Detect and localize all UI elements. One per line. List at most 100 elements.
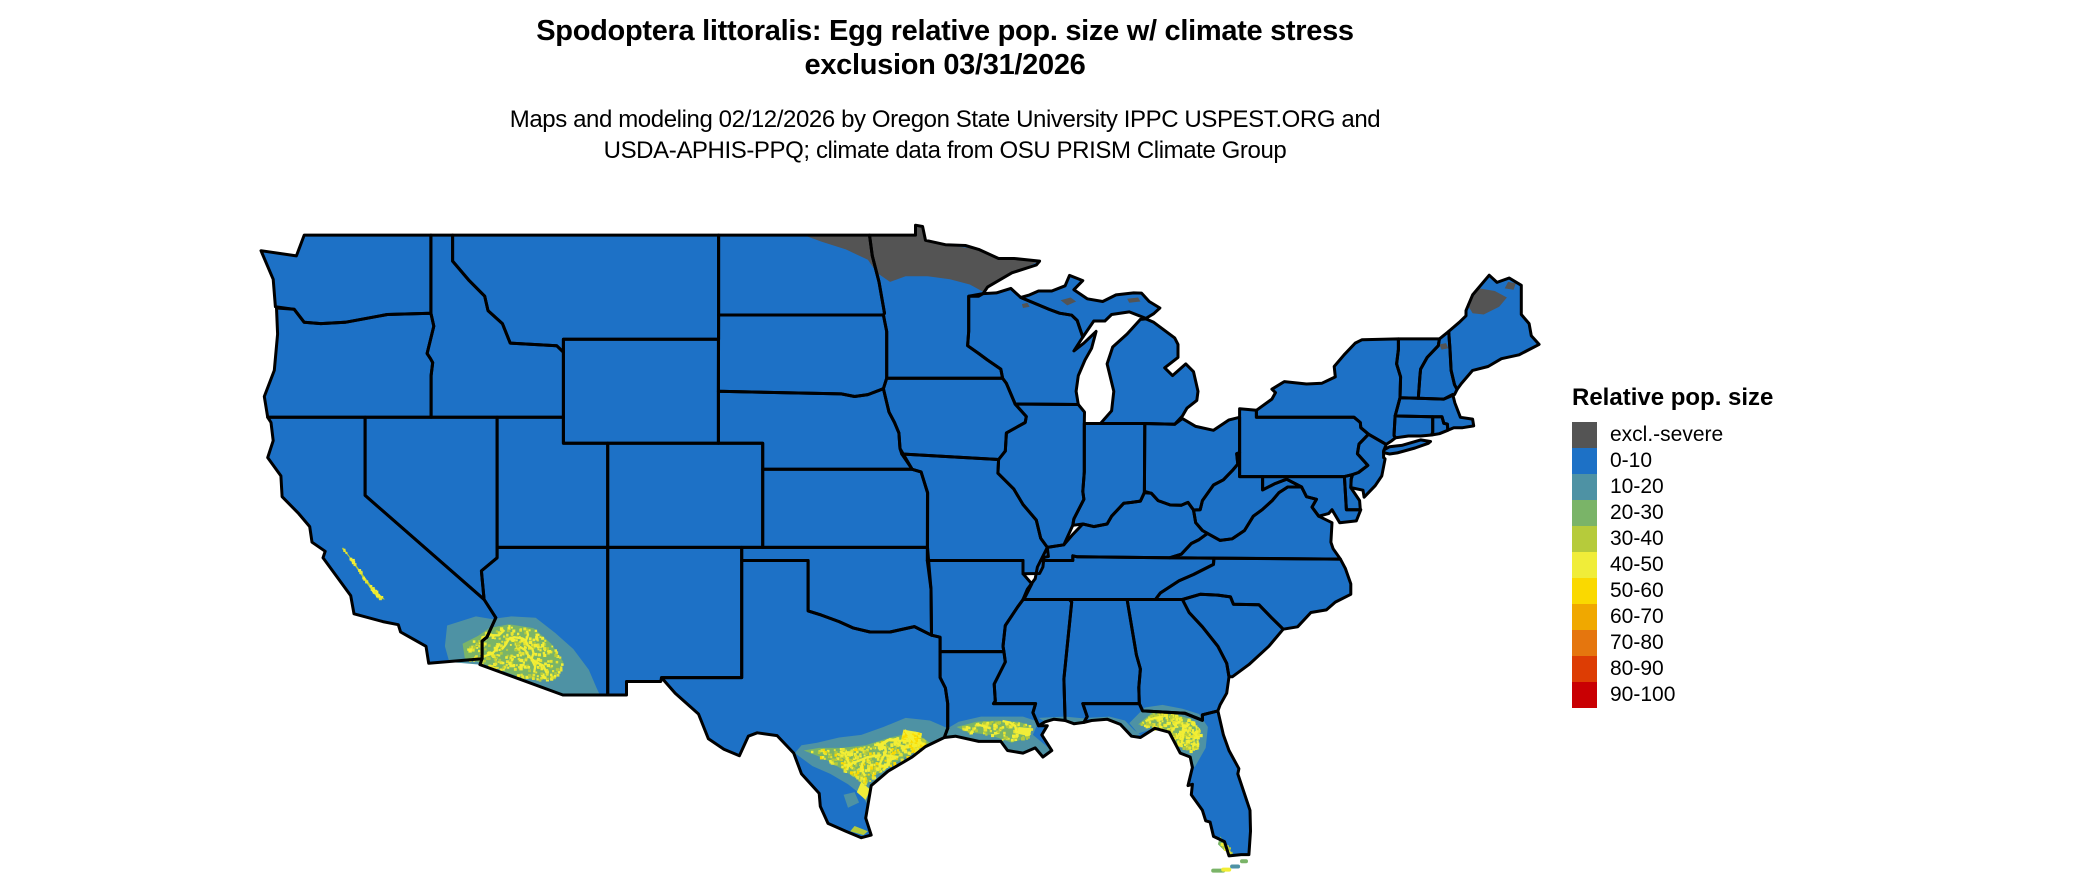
page-title: Spodoptera littoralis: Egg relative pop.… — [95, 14, 1795, 82]
legend-swatch — [1572, 604, 1597, 630]
state-ut — [497, 417, 608, 548]
zone-gwi — [1021, 302, 1030, 308]
state-border-nj — [1349, 432, 1388, 499]
legend-label: excl.-severe — [1610, 423, 1724, 446]
state-wi — [967, 288, 1097, 405]
states-base-fill — [261, 225, 1540, 856]
legend-label: 10-20 — [1610, 475, 1664, 498]
subtitle-line-2: USDA-APHIS-PPQ; climate data from OSU PR… — [603, 137, 1287, 164]
legend-item: 40-50 — [1572, 552, 1773, 578]
legend-items: excl.-severe 0-10 10-20 20-30 30-40 40-50 50-6… — [1572, 422, 1773, 708]
legend-label: 80-90 — [1610, 657, 1664, 680]
state-ok — [741, 547, 932, 636]
legend-swatch — [1572, 500, 1597, 526]
legend-item: 50-60 — [1572, 578, 1773, 604]
state-wa — [261, 235, 431, 324]
state-border-sc — [1180, 592, 1285, 679]
zone-gme2 — [1504, 281, 1516, 290]
state-ks — [762, 469, 928, 548]
state-va — [1169, 487, 1341, 560]
florida-keys — [1211, 859, 1248, 873]
legend-label: 90-100 — [1610, 683, 1676, 706]
state-border-li — [1382, 438, 1432, 456]
legend-swatch — [1572, 474, 1597, 500]
speckle-texture — [343, 548, 1233, 855]
state-or — [264, 308, 434, 418]
subtitle-line-1: Maps and modeling 02/12/2026 by Oregon S… — [509, 106, 1381, 133]
state-li — [1383, 439, 1431, 454]
legend-swatch — [1572, 682, 1597, 708]
state-ny — [1256, 338, 1401, 445]
state-nd — [718, 235, 885, 315]
legend-label: 50-60 — [1610, 579, 1664, 602]
title-line-1: Spodoptera littoralis: Egg relative pop.… — [536, 15, 1354, 47]
legend-swatch — [1572, 448, 1597, 474]
legend-item: 80-90 — [1572, 656, 1773, 682]
state-borders — [259, 223, 1541, 858]
zone-ccb — [856, 781, 871, 800]
state-co — [607, 443, 763, 548]
state-ar — [927, 560, 1032, 652]
legend-swatch — [1572, 630, 1597, 656]
state-border-mil — [1099, 317, 1200, 426]
title-line-2: exclusion 03/31/2026 — [804, 49, 1086, 81]
us-choropleth-map — [259, 223, 1541, 873]
figure-header: Spodoptera littoralis: Egg relative pop.… — [95, 14, 1795, 166]
legend-label: 0-10 — [1610, 449, 1653, 472]
legend-title: Relative pop. size — [1572, 384, 1774, 411]
zone-txs — [843, 792, 860, 808]
legend-item: 60-70 — [1572, 604, 1773, 630]
state-ne — [718, 388, 913, 470]
state-mo — [901, 454, 1049, 574]
state-ca — [267, 417, 496, 664]
legend-swatch — [1572, 422, 1597, 448]
state-ia — [883, 378, 1027, 460]
state-border-fl — [1081, 702, 1252, 858]
legend-item: 10-20 — [1572, 474, 1773, 500]
state-border-miu — [1019, 273, 1162, 339]
legend-item: 90-100 — [1572, 682, 1773, 708]
state-border-me — [1447, 273, 1541, 391]
zone-gup2 — [1127, 297, 1141, 303]
legend-item: 20-30 — [1572, 500, 1773, 526]
zone-gmn — [803, 225, 1039, 292]
legend-item: 70-80 — [1572, 630, 1773, 656]
legend-label: 40-50 — [1610, 553, 1664, 576]
zone-brv — [850, 826, 868, 836]
legend-swatch — [1572, 656, 1597, 682]
legend-label: 60-70 — [1610, 605, 1664, 628]
legend-item: excl.-severe — [1572, 422, 1773, 448]
state-oh — [1144, 417, 1240, 510]
state-pa — [1239, 408, 1369, 477]
legend-item: 0-10 — [1572, 448, 1773, 474]
map-legend: Relative pop. size excl.-severe 0-10 10-20… — [1572, 384, 1773, 708]
zone-gme — [1467, 288, 1507, 315]
legend-swatch — [1572, 578, 1597, 604]
state-ms — [993, 599, 1072, 726]
state-ct — [1394, 416, 1433, 438]
state-ky — [1040, 491, 1208, 561]
state-sd — [718, 315, 887, 397]
zone-gnh — [1439, 343, 1449, 350]
state-il — [997, 404, 1085, 548]
state-border-in — [1071, 422, 1147, 529]
state-wy — [563, 339, 719, 444]
state-mil — [1100, 318, 1198, 425]
zone-gup1 — [1060, 297, 1077, 306]
state-id — [427, 235, 564, 418]
state-mt — [452, 235, 719, 353]
state-al — [1063, 599, 1141, 724]
state-wv — [1193, 452, 1302, 541]
legend-label: 70-80 — [1610, 631, 1664, 654]
state-nv — [365, 417, 498, 600]
legend-swatch — [1572, 552, 1597, 578]
legend-label: 20-30 — [1610, 501, 1664, 524]
state-md — [1262, 476, 1361, 523]
legend-item: 30-40 — [1572, 526, 1773, 552]
legend-label: 30-40 — [1610, 527, 1664, 550]
state-border-tx — [660, 559, 950, 840]
state-fl — [1082, 703, 1251, 856]
state-nm — [607, 547, 742, 695]
figure-subtitle: Maps and modeling 02/12/2026 by Oregon S… — [95, 104, 1795, 166]
